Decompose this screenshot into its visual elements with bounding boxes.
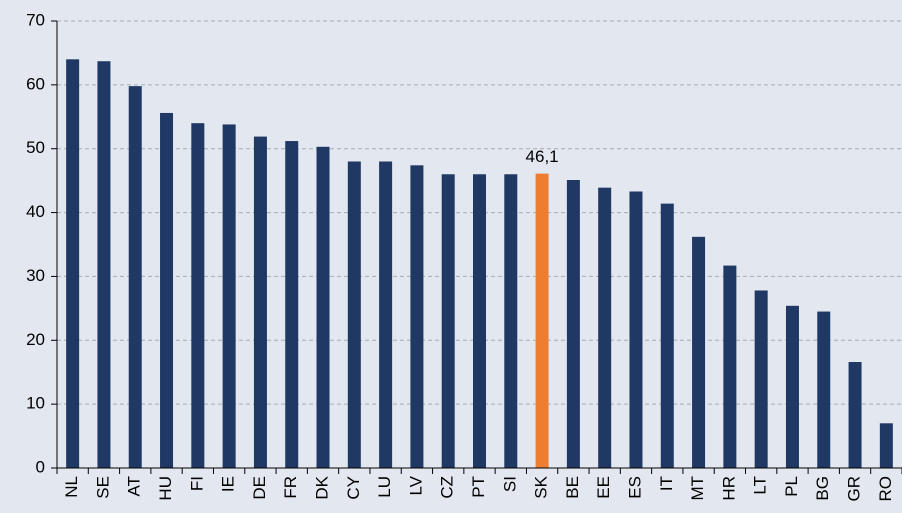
bar [473,174,486,468]
bar [97,61,111,468]
x-tick-label: BG [813,476,832,501]
x-tick-label: GR [845,476,864,502]
bar [316,146,330,468]
x-tick-label: MT [688,476,707,501]
bar [817,311,831,468]
x-tick-label: SK [532,475,551,498]
x-tick-label: SE [93,476,112,499]
bar [535,173,549,468]
bar [410,165,424,468]
x-tick-label: LU [375,476,394,498]
bar [253,136,267,468]
x-tick-label: FR [281,476,300,499]
y-tick-label: 0 [36,457,45,476]
bar [754,290,768,468]
x-tick-label: IT [657,476,676,491]
bar [785,305,799,468]
bar [285,141,299,468]
x-tick-label: DE [250,476,269,500]
bar [160,112,174,468]
bar [379,161,393,468]
x-tick-label: RO [876,476,895,502]
x-tick-label: NL [62,476,81,498]
x-tick-label: HR [719,476,738,501]
y-tick-label: 70 [26,10,45,29]
bar [504,174,518,468]
x-tick-label: PT [469,476,488,498]
bar [879,423,893,468]
x-tick-label: LV [406,475,425,495]
x-tick-label: CY [344,476,363,500]
bar [566,180,580,469]
y-tick-label: 50 [26,138,45,157]
x-tick-label: CZ [438,476,457,499]
bar [723,265,737,468]
bar [598,187,612,468]
y-tick-label: 30 [26,266,45,285]
x-tick-label: LT [751,476,770,495]
bar [191,123,205,469]
x-tick-label: IE [219,476,238,492]
bar [128,86,142,469]
y-tick-label: 10 [26,394,45,413]
y-tick-label: 60 [26,74,45,93]
bar [66,59,80,469]
x-tick-label: ES [625,476,644,499]
bar [692,236,706,468]
x-tick-label: AT [125,476,144,496]
x-tick-label: PL [782,476,801,497]
bar [660,203,674,469]
x-tick-label: EE [594,476,613,499]
x-tick-label: DK [313,475,332,499]
y-tick-label: 20 [26,330,45,349]
x-tick-label: FI [187,476,206,491]
x-tick-label: BE [563,476,582,499]
x-tick-label: HU [156,476,175,501]
bar [848,361,862,468]
data-label: 46,1 [526,147,559,166]
bar [347,161,361,468]
y-tick-label: 40 [26,202,45,221]
bar [222,124,236,468]
x-tick-label: SI [500,476,519,492]
bar [629,191,643,468]
bar [441,174,455,468]
